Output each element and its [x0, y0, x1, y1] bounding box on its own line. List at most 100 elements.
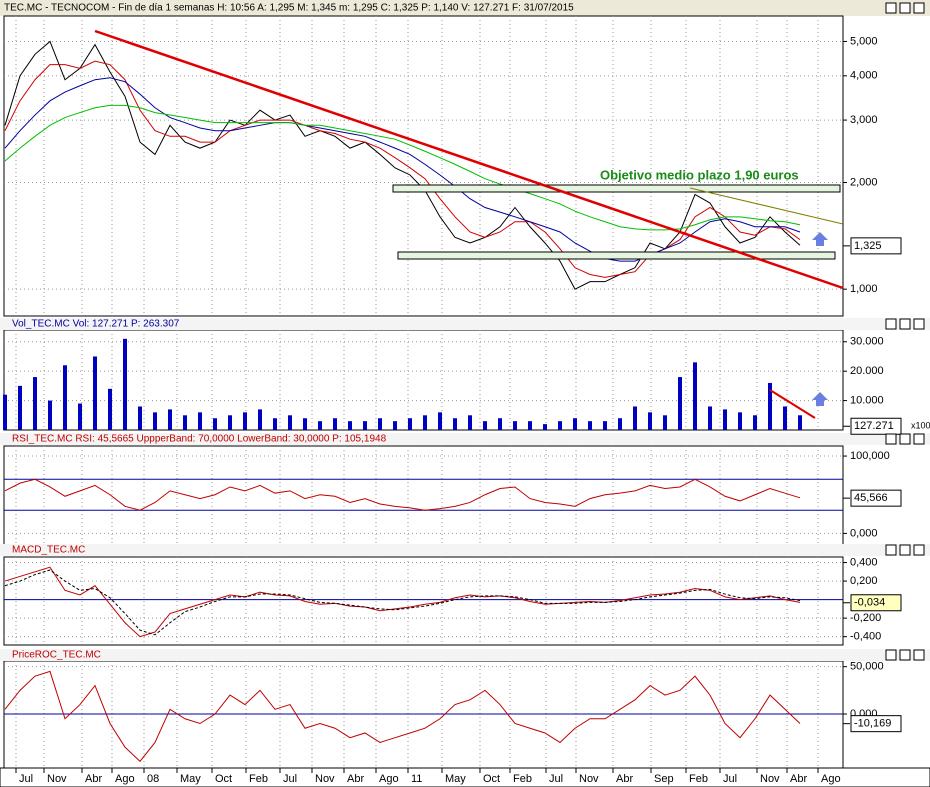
unit-label: x100	[911, 420, 930, 430]
panel-button	[885, 433, 897, 445]
x-tick-label: 08	[147, 773, 159, 785]
y-tick-label: 0,000	[850, 527, 878, 539]
minimize-button[interactable]	[885, 2, 897, 14]
x-tick-label: Abr	[347, 773, 364, 785]
series-line	[4, 60, 801, 278]
volume-bar	[513, 421, 517, 430]
volume-bar	[48, 400, 52, 430]
y-tick-label: 0,200	[850, 575, 878, 587]
volume-bar	[93, 356, 97, 430]
x-tick-label: Nov	[760, 773, 780, 785]
panel-button	[885, 318, 897, 330]
volume-bar	[738, 412, 742, 430]
panel-header	[0, 433, 930, 445]
x-tick-label: May	[445, 773, 466, 785]
volume-bar	[198, 412, 202, 430]
volume-bar	[408, 418, 412, 430]
panel-button	[899, 544, 911, 556]
volume-bar	[288, 415, 292, 430]
last-value-label: 127.271	[854, 420, 894, 432]
x-tick-label: Oct	[215, 773, 232, 785]
volume-bar	[138, 406, 142, 430]
volume-bar	[543, 424, 547, 430]
series-line	[4, 77, 801, 262]
volume-bar	[768, 382, 772, 430]
volume-bar	[78, 403, 82, 430]
volume-bar	[648, 412, 652, 430]
panel-title: MACD_TEC.MC	[12, 545, 85, 556]
volume-bar	[228, 415, 232, 430]
x-tick-label: Feb	[689, 773, 708, 785]
panel-button	[899, 318, 911, 330]
volume-bar	[453, 418, 457, 430]
y-tick-label: 20.000	[850, 365, 884, 377]
x-tick-label: Feb	[249, 773, 268, 785]
volume-bar	[153, 412, 157, 430]
volume-bar	[318, 421, 322, 430]
x-tick-label: Feb	[513, 773, 532, 785]
panel-header	[0, 544, 930, 556]
close-button[interactable]	[913, 2, 925, 14]
panel-title: RSI_TEC.MC RSI: 45,5665 UppperBand: 70,0…	[12, 434, 387, 445]
series-line	[4, 670, 801, 763]
window-buttons[interactable]	[885, 2, 925, 14]
x-tick-label: Ago	[115, 773, 135, 785]
volume-bar	[378, 418, 382, 430]
panel-button	[885, 544, 897, 556]
support-zone	[397, 251, 836, 260]
y-tick-label: 50,000	[850, 661, 884, 673]
last-value-label: -10,169	[854, 718, 891, 730]
volume-bar	[213, 418, 217, 430]
last-value-box	[850, 489, 902, 507]
volume-bar	[483, 421, 487, 430]
y-tick-label: 5,000	[850, 35, 878, 47]
volume-bar	[168, 409, 172, 430]
panel-frame	[3, 556, 844, 646]
resistance-line	[689, 187, 844, 225]
volume-bar	[798, 415, 802, 430]
x-tick-label: Nov	[579, 773, 599, 785]
volume-bar	[348, 421, 352, 430]
volume-bar	[603, 421, 607, 430]
volume-bar	[693, 362, 697, 430]
x-tick-label: May	[180, 773, 201, 785]
last-value-label: 1,325	[854, 240, 882, 252]
y-tick-label: 4,000	[850, 70, 878, 82]
panel-title: Vol_TEC.MC Vol: 127.271 P: 263.307	[12, 319, 180, 330]
maximize-button[interactable]	[899, 2, 911, 14]
volume-trend-line	[769, 389, 816, 419]
x-tick-label: Oct	[483, 773, 500, 785]
volume-bar	[558, 421, 562, 430]
volume-bar	[753, 415, 757, 430]
volume-bar	[423, 415, 427, 430]
series-line	[4, 569, 801, 636]
x-tick-label: Jul	[549, 773, 563, 785]
volume-bar	[63, 365, 67, 430]
x-tick-label: 11	[411, 773, 422, 785]
panel-button	[899, 649, 911, 661]
panel-frame	[3, 15, 844, 317]
x-tick-label: Nov	[47, 773, 67, 785]
panel-button	[913, 433, 925, 445]
x-tick-label: Sep	[654, 773, 674, 785]
y-tick-label: -0,200	[850, 612, 881, 624]
volume-bar	[678, 377, 682, 430]
up-arrow	[812, 392, 828, 406]
last-value-label: 45,566	[854, 492, 888, 504]
volume-bar	[438, 412, 442, 430]
panel-button	[899, 433, 911, 445]
y-tick-label: -0,400	[850, 631, 881, 643]
volume-bar	[663, 415, 667, 430]
x-tick-label: Ago	[821, 773, 841, 785]
volume-bar	[3, 394, 7, 430]
series-line	[4, 40, 801, 290]
volume-bar	[783, 406, 787, 430]
volume-bar	[468, 415, 472, 430]
volume-bar	[33, 377, 37, 430]
volume-bar	[123, 338, 127, 430]
volume-bar	[708, 406, 712, 430]
volume-bar	[723, 409, 727, 430]
y-tick-label: 10.000	[850, 394, 884, 406]
